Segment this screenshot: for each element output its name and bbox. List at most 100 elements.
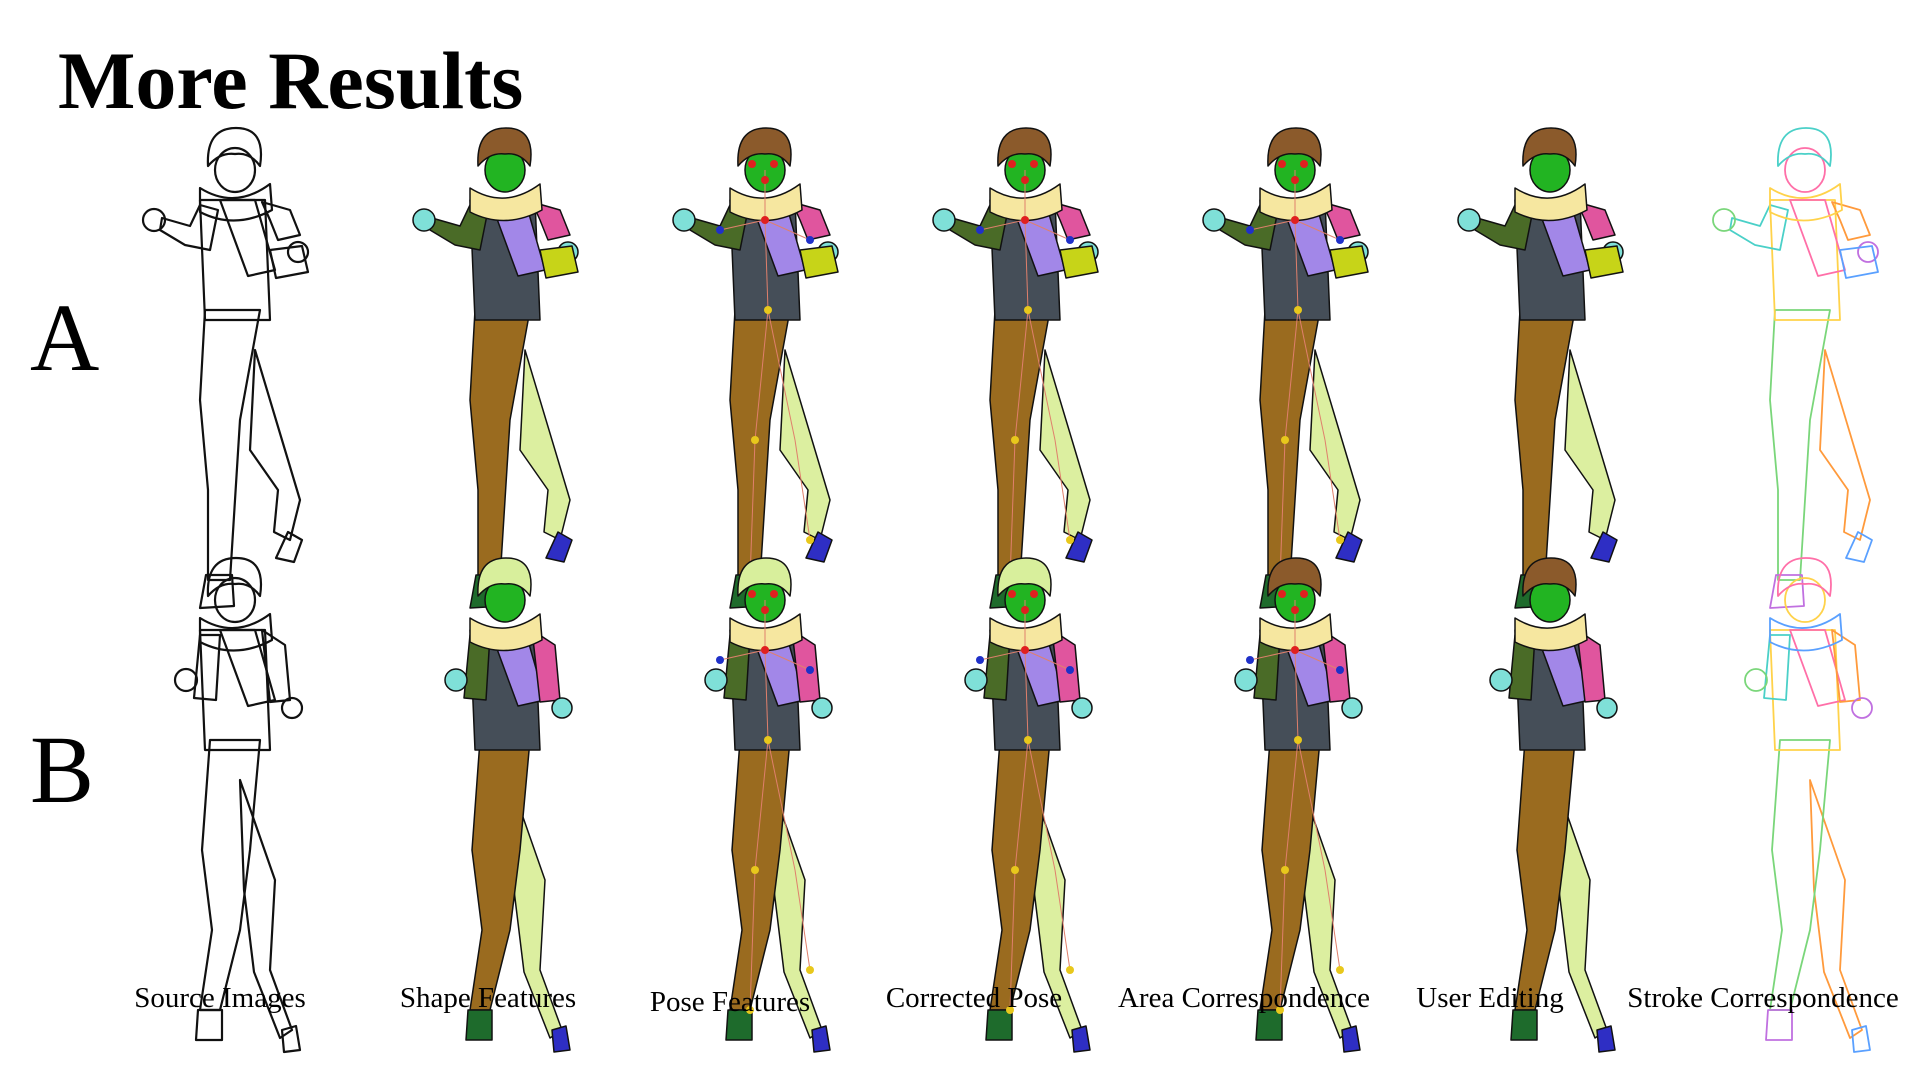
scarf bbox=[1259, 613, 1333, 652]
pose-bone bbox=[794, 869, 811, 971]
pose-joint bbox=[1336, 666, 1344, 674]
pose-bone bbox=[1249, 649, 1296, 661]
right-hand bbox=[1341, 697, 1363, 719]
pants bbox=[1769, 309, 1831, 581]
pose-joint bbox=[748, 590, 756, 598]
hair bbox=[206, 126, 263, 168]
pose-bone bbox=[719, 219, 766, 231]
pose-joint bbox=[1294, 306, 1302, 314]
pose-joint bbox=[761, 216, 769, 224]
right-shoe bbox=[274, 530, 304, 564]
pose-bone bbox=[1297, 309, 1326, 441]
right-shoe bbox=[811, 1025, 831, 1053]
caption-user-editing: User Editing bbox=[1416, 982, 1564, 1014]
pose-joint bbox=[1291, 216, 1299, 224]
pose-bone bbox=[1054, 869, 1071, 971]
pose-bone bbox=[1294, 649, 1341, 671]
pose-bone bbox=[1024, 649, 1071, 671]
back-leg bbox=[1819, 349, 1871, 541]
hair bbox=[1777, 557, 1832, 597]
back-leg bbox=[779, 349, 831, 541]
pose-joint bbox=[806, 236, 814, 244]
left-hand bbox=[704, 668, 728, 692]
pants bbox=[198, 738, 262, 1012]
left-hand bbox=[1202, 208, 1226, 232]
left-hand bbox=[672, 208, 696, 232]
pose-joint bbox=[1021, 646, 1029, 654]
scarf bbox=[989, 183, 1063, 222]
pose-bone bbox=[764, 649, 769, 741]
pants bbox=[198, 308, 262, 582]
bag bbox=[268, 244, 310, 280]
left-hand bbox=[932, 208, 956, 232]
pose-bone bbox=[1027, 739, 1056, 871]
row-label-a: A bbox=[30, 284, 100, 391]
pose-bone bbox=[1027, 309, 1056, 441]
right-sleeve bbox=[531, 201, 571, 241]
left-hand bbox=[1489, 668, 1513, 692]
left-hand bbox=[964, 668, 988, 692]
hair bbox=[1267, 557, 1322, 597]
pose-joint bbox=[764, 306, 772, 314]
scarf bbox=[729, 183, 803, 222]
pose-joint bbox=[1066, 966, 1074, 974]
left-shoe bbox=[465, 1009, 493, 1041]
left-sleeve bbox=[1729, 204, 1789, 251]
back-leg bbox=[238, 778, 294, 1040]
right-hand bbox=[551, 697, 573, 719]
right-sleeve bbox=[260, 628, 292, 704]
pose-joint bbox=[770, 590, 778, 598]
left-hand bbox=[444, 668, 468, 692]
left-hand bbox=[1712, 208, 1736, 232]
pose-joint bbox=[716, 656, 724, 664]
right-sleeve bbox=[1051, 201, 1091, 241]
pose-bone bbox=[1294, 219, 1299, 311]
scarf bbox=[1514, 183, 1588, 222]
right-sleeve bbox=[791, 201, 831, 241]
hair bbox=[477, 557, 532, 597]
face bbox=[1784, 147, 1826, 193]
right-sleeve bbox=[1831, 201, 1871, 241]
pose-joint bbox=[1008, 160, 1016, 168]
pose-joint bbox=[806, 536, 814, 544]
right-sleeve bbox=[1831, 629, 1861, 703]
pose-joint bbox=[1300, 160, 1308, 168]
right-shoe bbox=[805, 531, 833, 563]
back-leg bbox=[248, 348, 302, 542]
pose-bone bbox=[1324, 439, 1341, 541]
hair bbox=[206, 556, 263, 598]
pose-joint bbox=[1030, 590, 1038, 598]
face bbox=[213, 146, 257, 194]
figure-row-a-col-1 bbox=[141, 126, 310, 610]
pose-bone bbox=[979, 219, 1026, 231]
pose-joint bbox=[1021, 216, 1029, 224]
back-leg bbox=[1564, 349, 1616, 541]
pose-joint bbox=[751, 436, 759, 444]
row-label-b: B bbox=[30, 716, 95, 823]
pose-joint bbox=[1276, 1006, 1284, 1014]
right-sleeve bbox=[1576, 201, 1616, 241]
right-shoe bbox=[1335, 531, 1363, 563]
pose-joint bbox=[1291, 176, 1299, 184]
pose-joint bbox=[1066, 536, 1074, 544]
pose-bone bbox=[1249, 219, 1296, 231]
pose-joint bbox=[1291, 606, 1299, 614]
pose-joint bbox=[1336, 966, 1344, 974]
left-hand bbox=[1457, 208, 1481, 232]
page-title: More Results bbox=[58, 35, 524, 126]
left-hand bbox=[1744, 668, 1768, 692]
right-shoe bbox=[1845, 531, 1873, 563]
left-shoe bbox=[985, 1009, 1013, 1041]
pose-joint bbox=[1008, 590, 1016, 598]
scarf bbox=[198, 612, 274, 652]
back-leg bbox=[519, 349, 571, 541]
caption-shape-features: Shape Features bbox=[399, 982, 577, 1014]
figure-row-b-col-6 bbox=[1489, 557, 1618, 1053]
right-hand bbox=[280, 696, 304, 720]
right-sleeve bbox=[260, 200, 302, 242]
hair bbox=[1777, 127, 1832, 167]
pose-bone bbox=[754, 309, 769, 441]
pose-joint bbox=[761, 176, 769, 184]
left-hand bbox=[173, 667, 199, 693]
